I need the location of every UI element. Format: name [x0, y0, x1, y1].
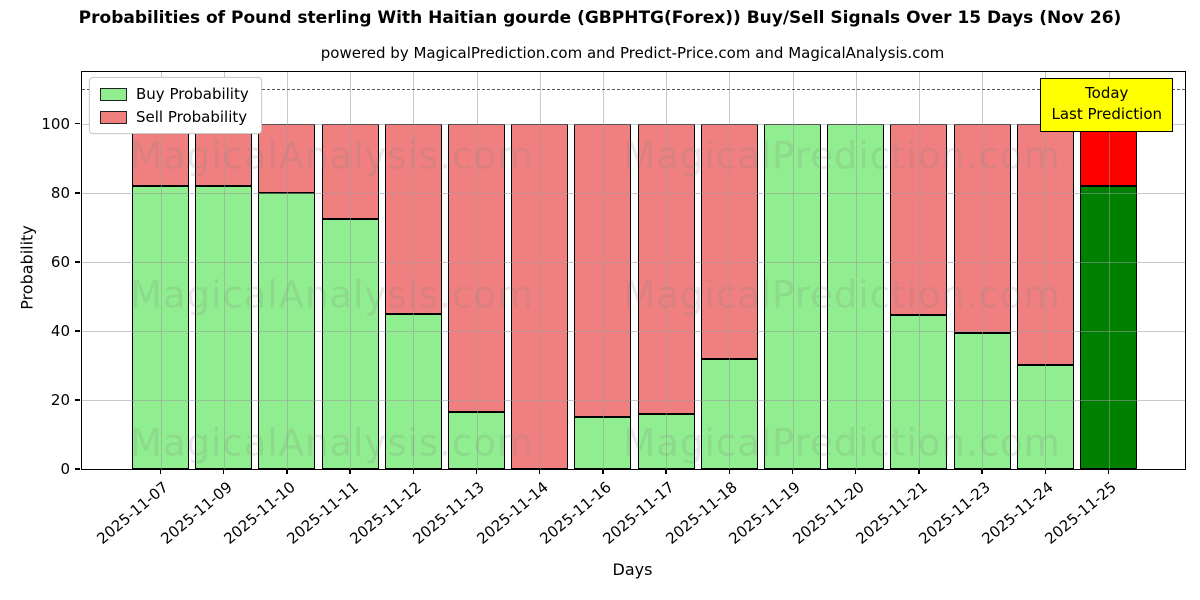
bar-segment-buy	[321, 218, 379, 469]
bar-segment-buy	[258, 192, 316, 469]
y-tick-label: 0	[60, 460, 70, 478]
bar-segment-sell	[953, 123, 1011, 333]
y-tick-mark	[75, 261, 81, 263]
annotation-line-2: Last Prediction	[1051, 105, 1162, 123]
y-tick-mark	[75, 192, 81, 194]
legend-item-buy: Buy Probability	[100, 85, 249, 103]
x-tick-mark	[286, 469, 288, 474]
x-tick-mark	[665, 469, 667, 474]
bar-segment-sell	[574, 123, 632, 418]
x-tick-mark	[981, 469, 983, 474]
bar-segment-sell	[700, 123, 758, 359]
bar	[448, 123, 505, 469]
bar-segment-sell	[637, 123, 695, 414]
bar-segment-buy	[637, 413, 695, 469]
bar	[511, 123, 569, 469]
bar-segment-buy	[764, 123, 821, 469]
bar-segment-sell	[321, 123, 379, 219]
x-tick-mark	[223, 469, 225, 474]
x-axis-label: Days	[612, 560, 653, 579]
legend-label-sell: Sell Probability	[136, 108, 248, 126]
chart-subtitle: powered by MagicalPrediction.com and Pre…	[320, 44, 945, 62]
x-tick-mark	[159, 469, 162, 474]
bar-segment-buy	[953, 332, 1011, 469]
bar-segment-sell	[890, 123, 948, 316]
x-tick-mark	[1044, 469, 1046, 474]
bar	[132, 123, 189, 469]
bar	[764, 123, 821, 469]
bar-segment-sell	[1016, 123, 1074, 366]
x-tick-mark	[791, 469, 794, 474]
bar	[1080, 123, 1137, 469]
x-tick-mark	[1107, 469, 1110, 474]
x-tick-mark	[602, 469, 604, 474]
legend: Buy Probability Sell Probability	[89, 77, 262, 134]
bar	[321, 123, 379, 469]
x-tick-mark	[412, 469, 414, 474]
ticks-layer: 2025-11-07 2025-11-09 2025-11-10 2025-11-11…	[41, 72, 1185, 548]
x-tick-mark	[539, 469, 541, 474]
legend-swatch-buy	[100, 87, 127, 101]
bar	[1016, 123, 1074, 469]
threshold-dashed-line	[82, 89, 1185, 91]
bar-segment-buy	[890, 315, 948, 469]
bar-segment-buy	[195, 185, 253, 469]
bar	[953, 123, 1011, 469]
bar-segment-sell	[1080, 123, 1137, 186]
bar-segment-buy	[132, 185, 189, 469]
bar-segment-buy	[448, 412, 505, 469]
bar-segment-buy	[574, 417, 632, 469]
y-tick-label: 100	[41, 114, 70, 133]
x-tick-mark	[855, 469, 857, 474]
x-tick-mark	[349, 469, 351, 474]
legend-swatch-sell	[100, 110, 127, 124]
bar	[384, 123, 442, 469]
y-tick-mark	[75, 123, 81, 125]
y-tick-label: 20	[50, 390, 70, 409]
bar-segment-sell	[448, 123, 505, 413]
y-tick-label: 80	[50, 183, 70, 202]
y-tick-mark	[75, 468, 81, 470]
bar	[574, 123, 632, 469]
y-tick-label: 40	[50, 321, 70, 340]
bar	[700, 123, 758, 469]
y-tick-mark	[75, 399, 81, 401]
bar-segment-buy	[827, 123, 885, 469]
bar-segment-sell	[384, 123, 442, 314]
bar	[827, 123, 885, 469]
bar	[258, 123, 316, 469]
legend-label-buy: Buy Probability	[136, 85, 249, 103]
bar	[637, 123, 695, 469]
bar-segment-buy	[1080, 185, 1137, 469]
bar-segment-sell	[258, 123, 316, 193]
legend-item-sell: Sell Probability	[100, 108, 249, 126]
bar-segment-buy	[700, 358, 758, 469]
x-tick-mark	[918, 469, 920, 474]
bar-segment-buy	[1016, 365, 1074, 469]
annotation-line-1: Today	[1085, 84, 1129, 102]
chart-title: Probabilities of Pound sterling With Hai…	[78, 8, 1122, 28]
bar-segment-sell	[511, 123, 569, 469]
x-tick-mark	[475, 469, 478, 474]
bar-segment-buy	[384, 313, 442, 469]
y-axis-label: Probability	[17, 225, 37, 310]
bar	[195, 123, 253, 469]
y-tick-mark	[75, 330, 81, 332]
today-annotation-box: Today Last Prediction	[1040, 78, 1173, 132]
bar	[890, 123, 948, 469]
plot-area: MagicalAnalysis.comMagicalPrediction.com…	[41, 71, 1186, 548]
y-tick-label: 60	[50, 252, 70, 271]
x-tick-mark	[728, 469, 730, 474]
